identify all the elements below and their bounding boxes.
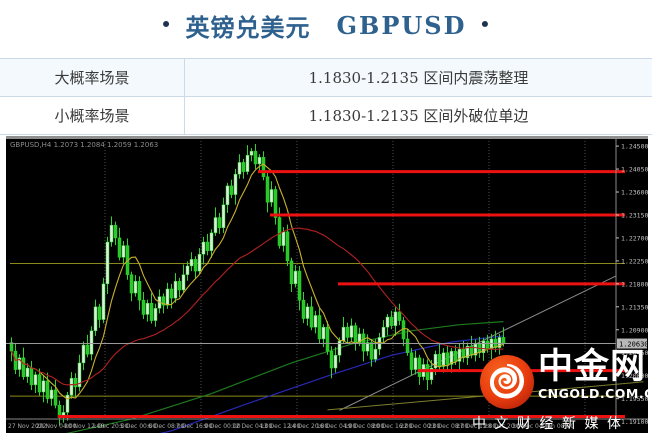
svg-text:12 Dec 04:00: 12 Dec 04:00 bbox=[232, 423, 273, 430]
svg-text:1.23600: 1.23600 bbox=[621, 189, 648, 197]
scenario-table: 大概率场景 1.1830-1.2135 区间内震荡整理 小概率场景 1.1830… bbox=[0, 58, 652, 135]
title-text-cn: 英镑兑美元 bbox=[185, 12, 311, 42]
table-row: 小概率场景 1.1830-1.2135 区间外破位单边 bbox=[0, 96, 652, 134]
svg-text:1.23150: 1.23150 bbox=[621, 211, 648, 219]
scenario-label-high: 大概率场景 bbox=[0, 59, 185, 96]
svg-text:13 Dec 12:00: 13 Dec 12:00 bbox=[260, 423, 301, 430]
svg-text:1.21350: 1.21350 bbox=[621, 303, 648, 311]
title-bullet-left: • bbox=[160, 15, 173, 35]
svg-text:1.19550: 1.19550 bbox=[621, 395, 648, 403]
svg-text:1.20630: 1.20630 bbox=[619, 341, 648, 349]
svg-text:27 Dec 12:00: 27 Dec 12:00 bbox=[456, 423, 497, 430]
watermark-domain: CNGOLD.COM.CN bbox=[538, 386, 652, 401]
svg-text:23 Dec 08:00: 23 Dec 08:00 bbox=[428, 423, 469, 430]
scenario-value-low: 1.1830-1.2135 区间外破位单边 bbox=[308, 107, 529, 125]
svg-text:27 Nov 2022: 27 Nov 2022 bbox=[8, 423, 47, 430]
svg-text:1.20000: 1.20000 bbox=[621, 372, 648, 380]
svg-text:20 Dec 16:00: 20 Dec 16:00 bbox=[372, 423, 413, 430]
table-row: 大概率场景 1.1830-1.2135 区间内震荡整理 bbox=[0, 59, 652, 96]
svg-text:1 Dec 20:00: 1 Dec 20:00 bbox=[92, 423, 129, 430]
scenario-label-low: 小概率场景 bbox=[0, 97, 185, 134]
svg-text:1.22250: 1.22250 bbox=[621, 257, 648, 265]
svg-text:1.19100: 1.19100 bbox=[621, 418, 648, 426]
svg-text:GBPUSD,H4 1.2073 1.2084 1.2059: GBPUSD,H4 1.2073 1.2084 1.2059 1.2063 bbox=[10, 141, 158, 149]
page-title: • 英镑兑美元 GBPUSD • bbox=[0, 0, 652, 50]
svg-text:7 Dec 16:00: 7 Dec 16:00 bbox=[176, 423, 213, 430]
svg-text:1.20900: 1.20900 bbox=[621, 326, 648, 334]
svg-text:30 Dec 04:00: 30 Dec 04:00 bbox=[512, 423, 553, 430]
svg-text:1.24050: 1.24050 bbox=[621, 166, 648, 174]
svg-text:6 Dec 08:00: 6 Dec 08:00 bbox=[148, 423, 185, 430]
svg-text:1.21800: 1.21800 bbox=[621, 280, 648, 288]
svg-text:1.20450: 1.20450 bbox=[621, 349, 648, 357]
watermark-tagline: 中文财经新媒体 bbox=[472, 416, 630, 432]
title-bullet-right: • bbox=[479, 15, 492, 35]
scenario-value-high: 1.1830-1.2135 区间内震荡整理 bbox=[308, 69, 529, 87]
title-text-symbol: GBPUSD bbox=[336, 10, 467, 40]
svg-text:29 Nov 04:00: 29 Nov 04:00 bbox=[36, 423, 77, 430]
svg-text:9 Dec 00:00: 9 Dec 00:00 bbox=[204, 423, 241, 430]
watermark-brand: 中金网 bbox=[538, 347, 647, 387]
svg-text:30 Nov 12:00: 30 Nov 12:00 bbox=[64, 423, 105, 430]
svg-text:22 Dec 00:00: 22 Dec 00:00 bbox=[400, 423, 441, 430]
svg-text:5 Dec 00:00: 5 Dec 00:00 bbox=[120, 423, 157, 430]
svg-text:19 Dec 08:00: 19 Dec 08:00 bbox=[344, 423, 385, 430]
svg-text:1.24500: 1.24500 bbox=[621, 143, 648, 151]
svg-text:3 Jan 08:00: 3 Jan 08:00 bbox=[540, 423, 574, 430]
svg-text:28 Dec 20:00: 28 Dec 20:00 bbox=[484, 423, 525, 430]
cngold-logo-icon bbox=[478, 353, 536, 411]
svg-text:14 Dec 20:00: 14 Dec 20:00 bbox=[288, 423, 329, 430]
price-chart: 1.20630 1.24500 1.24050 1.23600 1.23150 1.227… bbox=[6, 136, 652, 433]
candlestick-chart-canvas: 1.20630 1.24500 1.24050 1.23600 1.23150 1.227… bbox=[6, 136, 648, 433]
svg-text:16 Dec 04:00: 16 Dec 04:00 bbox=[316, 423, 357, 430]
cngold-watermark: 中金网 CNGOLD.COM.CN 中文财经新媒体 bbox=[472, 349, 652, 433]
svg-text:1.22700: 1.22700 bbox=[621, 234, 648, 242]
